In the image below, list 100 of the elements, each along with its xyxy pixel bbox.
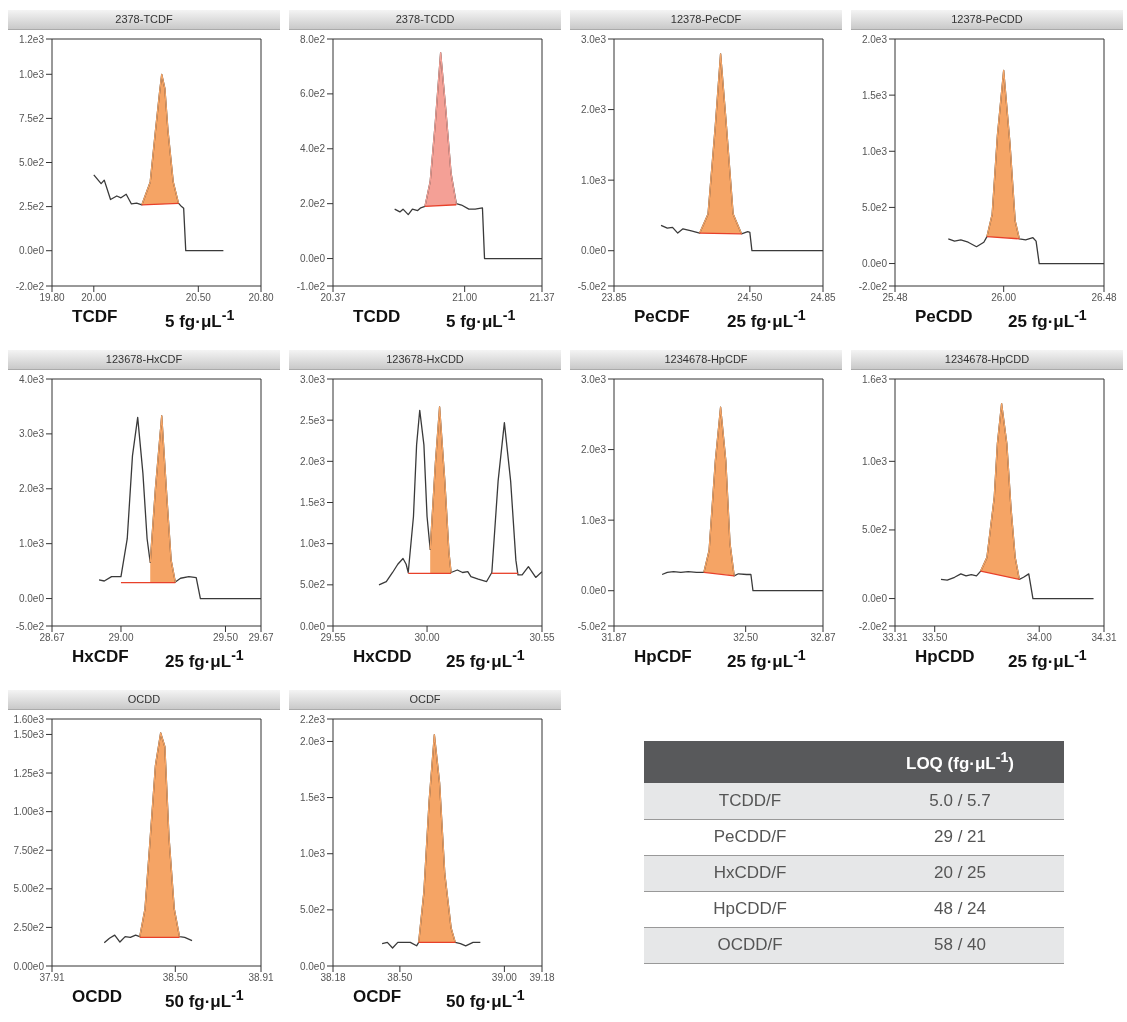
category-label: PeCDD/F — [712, 826, 788, 848]
chart-title: 12378-PeCDD — [951, 13, 1023, 25]
y-tick-label: 1.0e3 — [580, 174, 607, 186]
x-tick-label: 38.50 — [387, 972, 413, 984]
chart-title: 2378-TCDD — [395, 13, 455, 25]
category-label: OCDD/F — [716, 934, 784, 956]
y-tick-label: -5.0e2 — [577, 620, 607, 632]
table-row: PeCDD/F 29 / 21 — [644, 819, 1064, 855]
y-tick-label: 7.5e2 — [18, 112, 45, 124]
y-tick-label: 1.60e3 — [13, 713, 45, 725]
y-tick-label: 5.00e2 — [13, 883, 45, 895]
category-label: HpCDD/F — [712, 898, 788, 920]
y-tick-label: -1.0e2 — [296, 280, 326, 292]
x-tick-label: 37.91 — [39, 972, 65, 984]
y-tick-label: -2.0e2 — [15, 280, 45, 292]
text: 5 fg·μL$^{-1}$ — [165, 307, 235, 332]
y-tick-label: 2.5e3 — [299, 414, 326, 426]
y-tick-label: 5.0e2 — [299, 904, 326, 916]
text: 25 fg·μL$^{-1}$ — [446, 647, 525, 672]
text: PeCDD — [915, 307, 973, 327]
y-tick-label: 1.0e3 — [299, 538, 326, 550]
y-tick-label: -5.0e2 — [15, 620, 45, 632]
x-tick-label: 32.50 — [733, 632, 759, 644]
text: 50 fg·μL$^{-1}$ — [446, 987, 525, 1012]
y-tick-label: 0.0e0 — [580, 585, 607, 597]
y-tick-label: -5.0e2 — [577, 280, 607, 292]
chart-title: 1234678-HpCDF — [664, 353, 748, 365]
y-tick-label: 2.50e2 — [13, 921, 45, 933]
x-tick-label: 26.00 — [991, 292, 1017, 304]
y-tick-label: 1.5e3 — [299, 792, 326, 804]
y-tick-label: 0.0e0 — [18, 593, 45, 605]
x-tick-label: 20.50 — [185, 292, 212, 304]
table-header: LOQ (fg·μL$^{-1}$) — [644, 741, 1064, 783]
text: 25 fg·μL$^{-1}$ — [1008, 307, 1087, 332]
x-tick-label: 32.87 — [810, 632, 836, 644]
y-tick-label: 0.0e0 — [861, 593, 888, 605]
x-tick-label: 34.31 — [1091, 632, 1117, 644]
y-tick-label: 2.2e3 — [299, 713, 326, 725]
y-tick-label: 0.00e0 — [13, 960, 45, 972]
text: 25 fg·μL$^{-1}$ — [727, 307, 806, 332]
text: HxCDF — [72, 647, 129, 667]
y-tick-label: 0.0e0 — [299, 253, 326, 265]
y-tick-label: 1.25e3 — [13, 767, 45, 779]
text: 50 fg·μL$^{-1}$ — [165, 987, 244, 1012]
x-tick-label: 33.31 — [882, 632, 908, 644]
x-tick-label: 33.50 — [922, 632, 948, 644]
x-tick-label: 20.80 — [248, 292, 274, 304]
x-tick-label: 29.67 — [248, 632, 274, 644]
category-label: TCDD/F — [717, 789, 783, 812]
x-tick-label: 30.55 — [529, 632, 555, 644]
chart-title: 2378-TCDF — [115, 13, 173, 25]
x-tick-label: 31.87 — [601, 632, 627, 644]
x-tick-label: 39.18 — [529, 972, 555, 984]
y-tick-label: 2.5e2 — [18, 201, 45, 213]
text: PeCDF — [634, 307, 690, 327]
y-tick-label: 0.0e0 — [18, 245, 45, 257]
text: HpCDF — [634, 647, 692, 667]
table-row: TCDD/F 5.0 / 5.7 — [644, 783, 1064, 819]
x-tick-label: 39.00 — [491, 972, 518, 984]
y-tick-label: 1.5e3 — [299, 497, 326, 509]
y-tick-label: 5.0e2 — [861, 524, 888, 536]
text: TCDD — [353, 307, 401, 327]
y-tick-label: 1.0e3 — [861, 145, 888, 157]
x-tick-label: 26.48 — [1091, 292, 1117, 304]
text: 25 fg·μL$^{-1}$ — [165, 647, 244, 672]
y-tick-label: 5.0e2 — [299, 579, 326, 591]
x-tick-label: 29.50 — [212, 632, 239, 644]
y-tick-label: 7.50e2 — [13, 844, 45, 856]
x-tick-label: 28.67 — [39, 632, 65, 644]
y-tick-label: 1.0e3 — [18, 538, 45, 550]
x-tick-label: 29.55 — [320, 632, 346, 644]
x-tick-label: 21.37 — [529, 292, 555, 304]
y-tick-label: 1.0e3 — [299, 848, 326, 860]
y-tick-label: 0.0e0 — [580, 245, 607, 257]
text: 5 fg·μL$^{-1}$ — [446, 307, 516, 332]
x-tick-label: 19.80 — [39, 292, 65, 304]
x-tick-label: 38.50 — [162, 972, 189, 984]
text: OCDD — [72, 987, 123, 1007]
y-tick-label: 5.0e2 — [18, 157, 45, 169]
y-tick-label: 3.0e3 — [580, 373, 607, 385]
x-tick-label: 29.00 — [108, 632, 134, 644]
y-tick-label: 1.5e3 — [861, 89, 888, 101]
y-tick-label: 2.0e3 — [861, 33, 888, 45]
chart-title: 123678-HxCDF — [105, 353, 183, 365]
y-tick-label: -2.0e2 — [858, 620, 888, 632]
y-tick-label: 1.00e3 — [13, 806, 45, 818]
y-tick-label: -2.0e2 — [858, 280, 888, 292]
table-row: HpCDD/F 48 / 24 — [644, 891, 1064, 927]
y-tick-label: 3.0e3 — [299, 373, 326, 385]
x-tick-label: 34.00 — [1026, 632, 1053, 644]
y-tick-label: 3.0e3 — [18, 428, 45, 440]
text: OCDF — [353, 987, 402, 1007]
y-tick-label: 4.0e2 — [299, 143, 326, 155]
y-tick-label: 1.6e3 — [861, 373, 888, 385]
x-tick-label: 23.85 — [601, 292, 627, 304]
y-tick-label: 1.0e3 — [18, 68, 45, 80]
y-tick-label: 3.0e3 — [580, 33, 607, 45]
y-tick-label: 6.0e2 — [299, 88, 326, 100]
text: 25 fg·μL$^{-1}$ — [1008, 647, 1087, 672]
category-label: HxCDD/F — [712, 862, 788, 884]
